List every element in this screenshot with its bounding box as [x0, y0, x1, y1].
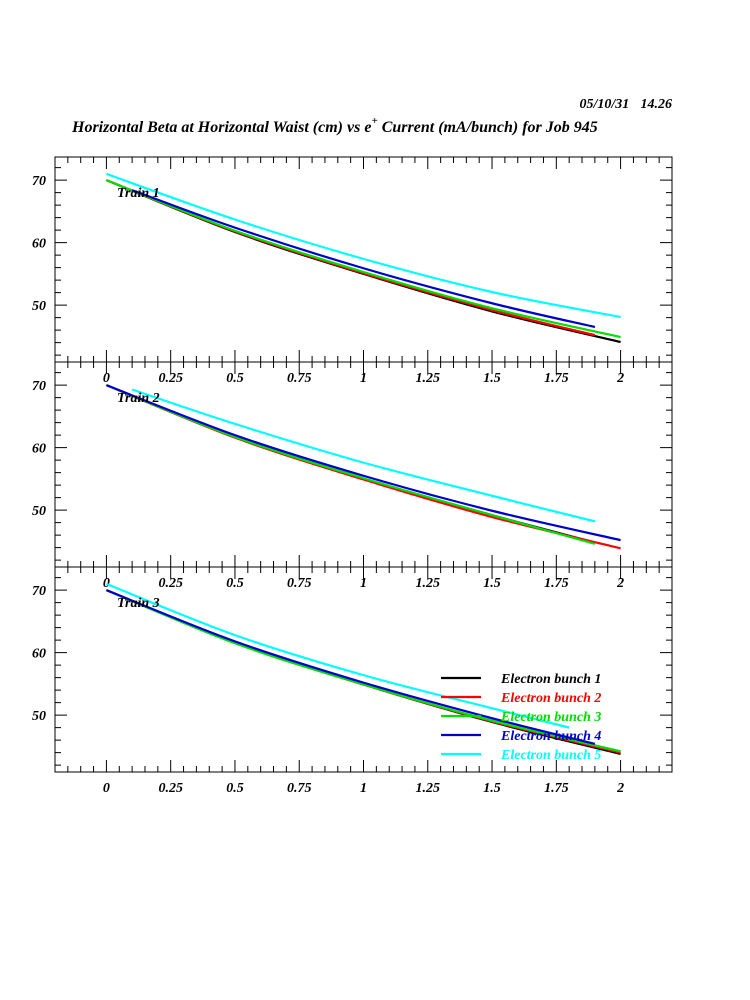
x-tick-label: 0.25 — [158, 371, 183, 386]
series-line-bunch-3 — [105, 589, 621, 753]
series-line-bunch-4 — [106, 384, 621, 542]
series-line-bunch-5 — [106, 582, 570, 729]
x-tick-label: 0.75 — [287, 576, 312, 591]
y-tick-label: 50 — [32, 299, 46, 314]
y-tick-label: 70 — [32, 174, 46, 189]
legend-label: Electron bunch 1 — [500, 672, 601, 687]
x-tick-label: 0 — [103, 781, 110, 796]
panel-2: 50 60 70 0 0.25 0.5 0.75 1 1.25 1.5 1.75 2 Train 2 — [32, 361, 673, 591]
x-tick-label: 1.75 — [544, 576, 569, 591]
y-tick-label: 60 — [32, 237, 46, 252]
panel-label: Train 2 — [117, 391, 160, 406]
series-line-bunch-5 — [131, 388, 596, 523]
x-tick-label: 1.5 — [483, 576, 501, 591]
legend-label: Electron bunch 5 — [500, 748, 601, 763]
series-line-bunch-3 — [106, 384, 596, 545]
x-tick-label: 0.5 — [226, 781, 244, 796]
legend-label: Electron bunch 4 — [500, 729, 601, 744]
x-tick-label: 2 — [616, 576, 624, 591]
x-tick-label: 1 — [360, 371, 367, 386]
panel-1: 50 60 70 0 0.25 0.5 0.75 1 1.25 1.5 1.75 2 Train 1 — [32, 156, 673, 386]
y-tick-label: 70 — [32, 584, 46, 599]
series-line-bunch-2 — [106, 179, 596, 337]
x-tick-label: 1.75 — [544, 781, 569, 796]
x-tick-label: 0 — [103, 576, 110, 591]
panel-3: 50 60 70 0 0.25 0.5 0.75 1 1.25 1.5 1.75 2 Train 3 El… — [32, 566, 673, 796]
x-tick-label: 1.75 — [544, 371, 569, 386]
x-tick-label: 1.5 — [483, 781, 501, 796]
series-line-bunch-4 — [106, 589, 596, 745]
legend-label: Electron bunch 2 — [500, 691, 601, 706]
x-tick-label: 0.25 — [158, 576, 183, 591]
x-tick-label: 1 — [360, 576, 367, 591]
y-tick-label: 50 — [32, 709, 46, 724]
chart-title: Horizontal Beta at Horizontal Waist (cm)… — [71, 115, 598, 136]
x-tick-label: 1 — [360, 781, 367, 796]
x-tick-label: 1.5 — [483, 371, 501, 386]
y-tick-label: 60 — [32, 442, 46, 457]
series-line-bunch-4 — [131, 189, 596, 329]
panel-label: Train 3 — [117, 596, 160, 611]
x-tick-label: 0.25 — [158, 781, 183, 796]
panel-label: Train 1 — [117, 186, 160, 201]
series-line-bunch-1 — [106, 179, 621, 344]
x-tick-label: 2 — [616, 371, 624, 386]
legend-label: Electron bunch 3 — [500, 710, 601, 725]
date-stamp: 05/10/31 — [579, 97, 628, 112]
x-tick-label: 1.25 — [416, 781, 441, 796]
x-tick-label: 0.75 — [287, 371, 312, 386]
x-tick-label: 1.25 — [416, 576, 441, 591]
x-tick-label: 0.5 — [226, 371, 244, 386]
series-line-bunch-3 — [106, 179, 621, 339]
legend: Electron bunch 1 Electron bunch 2 Electron… — [441, 672, 601, 763]
x-tick-label: 0.5 — [226, 576, 244, 591]
x-tick-label: 0 — [103, 371, 110, 386]
x-tick-label: 0.75 — [287, 781, 312, 796]
x-tick-label: 1.25 — [416, 371, 441, 386]
x-tick-label: 2 — [616, 781, 624, 796]
series-line-bunch-1 — [106, 384, 596, 544]
series-line-bunch-5 — [106, 172, 621, 319]
y-tick-label: 50 — [32, 504, 46, 519]
y-tick-label: 60 — [32, 647, 46, 662]
time-stamp: 14.26 — [641, 97, 673, 112]
y-tick-label: 70 — [32, 379, 46, 394]
